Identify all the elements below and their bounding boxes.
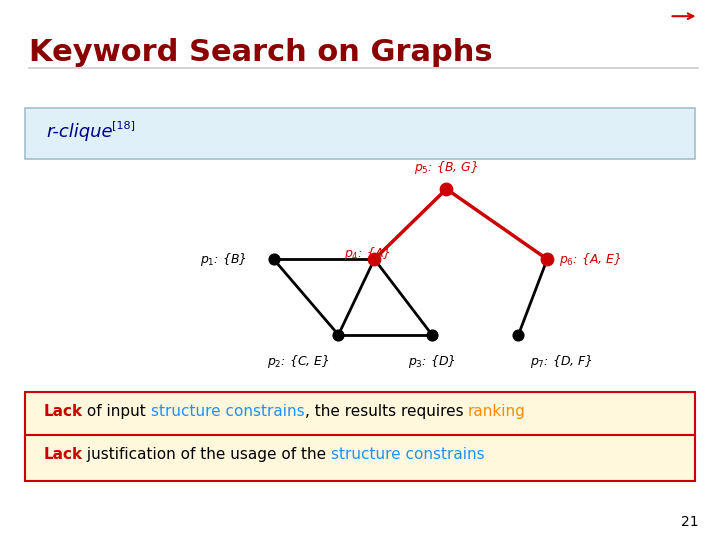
Text: $p_5$: {B, G}: $p_5$: {B, G}	[414, 159, 479, 176]
Point	[268, 255, 279, 264]
Text: Lack: Lack	[43, 448, 82, 462]
Text: structure constrains: structure constrains	[151, 404, 305, 419]
Point	[426, 330, 438, 339]
Text: $p_2$: {C, E}: $p_2$: {C, E}	[267, 353, 330, 370]
Point	[513, 330, 524, 339]
FancyBboxPatch shape	[25, 435, 695, 481]
Text: Lack: Lack	[43, 404, 82, 419]
Text: [18]: [18]	[112, 120, 135, 130]
FancyBboxPatch shape	[25, 392, 695, 437]
Text: 21: 21	[681, 515, 698, 529]
Point	[441, 185, 452, 193]
FancyBboxPatch shape	[25, 108, 695, 159]
Text: r-clique: r-clique	[47, 123, 114, 141]
Text: $p_6$: {A, E}: $p_6$: {A, E}	[559, 251, 621, 268]
Text: justification of the usage of the: justification of the usage of the	[82, 448, 331, 462]
Text: structure constrains: structure constrains	[331, 448, 485, 462]
Text: $p_7$: {D, F}: $p_7$: {D, F}	[530, 353, 593, 370]
Point	[541, 255, 553, 264]
Text: $p_1$: {B}: $p_1$: {B}	[200, 251, 246, 268]
Text: $p_4$: {A}: $p_4$: {A}	[344, 245, 390, 262]
Text: Keyword Search on Graphs: Keyword Search on Graphs	[29, 38, 492, 67]
Point	[369, 255, 380, 264]
Text: ranking: ranking	[468, 404, 526, 419]
Text: , the results requires: , the results requires	[305, 404, 468, 419]
Text: $p_3$: {D}: $p_3$: {D}	[408, 353, 456, 370]
Point	[333, 330, 344, 339]
Text: of input: of input	[82, 404, 151, 419]
